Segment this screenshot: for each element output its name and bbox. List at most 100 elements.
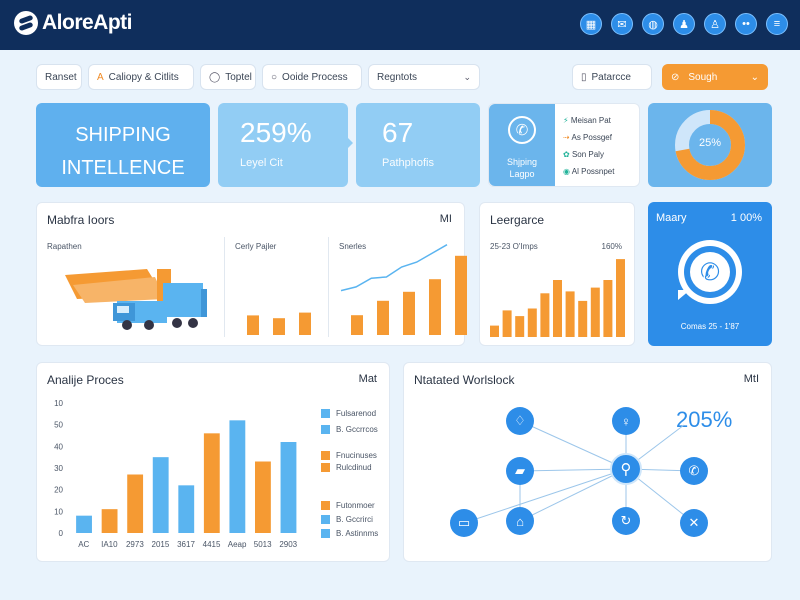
gear-icon: ✿ [563,150,570,159]
legend-item: Futonmoer [321,501,375,510]
panel-title: Mabfra Ioors [47,213,115,227]
whatsapp-panel[interactable]: Maary 1 00% ✆ Comas 25 - 1'87 [648,202,772,346]
user-icon[interactable]: ♙ [704,13,726,35]
panel-subtitle: Snerles [339,242,367,251]
panel-subtitle: 25-23 O'Imps [490,242,538,251]
legend-swatch [321,529,330,538]
building-icon[interactable]: ⌂ [506,507,534,535]
whatsapp-icon: ✆ [678,240,742,304]
letter-a-icon: A [97,71,104,83]
bar [255,461,271,533]
legend-item: Fnucinuses [321,451,377,460]
filter-label: Ooide Process [282,71,348,83]
kpi-percent-tile[interactable]: 259% Leyel Cit [218,103,348,187]
y-tick-label: 10 [54,399,63,408]
search-icon[interactable]: ⚲ [610,453,642,485]
kpi-percent-label: Leyel Cit [240,157,283,169]
panel-unit: MI [439,213,452,225]
bar [403,291,415,335]
truck-trailer [163,283,203,317]
menu-icon[interactable]: ≡ [766,13,788,35]
filter-category[interactable]: A Caliopy & Citlits [88,64,194,90]
bar [76,515,92,533]
region-dropdown[interactable]: Regntots ⌄ [368,64,480,90]
network-diagram [463,420,695,524]
panel-title: Ntatated Worlslock [414,373,515,387]
app-title: AloreApti [42,11,133,34]
chart-icon[interactable]: ▦ [580,13,602,35]
truck-wheel [144,320,154,330]
divider [224,237,225,337]
tile-title-line1: SHIPPING [75,124,171,146]
small-bar-chart [247,312,311,335]
legend-swatch [321,463,330,472]
search-dropdown[interactable]: ⊘ Sough ⌄ [662,64,768,90]
panel-value: 1 00% [730,212,762,224]
donut-chart [675,110,745,180]
divider [328,237,329,337]
list-item-label: Son Paly [571,150,604,159]
x-tick-label: 2015 [152,540,170,549]
tip-icon[interactable]: ♢ [506,407,534,435]
bolt-icon: ⚡ [563,116,569,125]
legend-swatch [321,515,330,524]
filter-label: Patarcce [591,71,631,83]
phone-icon[interactable]: ✆ [680,457,708,485]
bar [101,509,118,533]
phone-icon: ✆ [508,116,536,144]
dots-icon[interactable]: •• [735,13,757,35]
filter-toptel[interactable]: ◯ Toptel [200,64,256,90]
y-tick-label: 40 [54,442,63,451]
chevron-down-icon: ⌄ [463,71,471,82]
kpi-count-tile[interactable]: 67 Pathphofis [356,103,480,187]
app-logo[interactable]: AloreApti [14,11,133,35]
bar [127,474,144,533]
trend-line [340,244,448,292]
list-item-label: Al Possnpet [571,167,615,176]
globe-icon[interactable]: ◍ [642,13,664,35]
x-tick-label: 2973 [126,540,144,549]
legend-label: Rulcdinud [336,463,372,472]
bar [603,280,613,337]
shipping-label-1: Shjping [506,157,538,167]
donut-tile[interactable]: 25% [648,103,772,187]
tools-icon[interactable]: ✕ [680,509,708,537]
bar [273,318,285,335]
list-item-label: Meisan Pat [570,116,611,125]
analysis-panel: Analije Proces Mat 0 10 20 30 40 50 10 AC IA10 2… [36,362,390,562]
shipping-summary-card[interactable]: ✆ Shjping Lagpo ⚡ Meisan Pat ⇢ As Possge… [488,103,640,187]
bar [351,315,363,335]
filter-ranset[interactable]: Ranset [36,64,82,90]
search-label: Sough [688,71,718,83]
refresh-icon[interactable]: ↻ [612,507,640,535]
display-icon[interactable]: ▭ [450,509,478,537]
chat-icon[interactable]: ✉ [611,13,633,35]
panel-footer: Comas 25 - 1'87 [680,322,740,331]
x-tick-label: IA10 [101,540,118,549]
bulb-icon[interactable]: ♀ [612,407,640,435]
bar [540,293,550,337]
truck-icon[interactable]: ▰ [506,457,534,485]
bar [229,420,246,533]
bar [429,279,441,335]
filter-label: Toptel [225,71,252,83]
legend-item: Rulcdinud [321,463,372,472]
list-item: ✿ Son Paly [563,146,614,163]
x-tick-label: 4415 [203,540,221,549]
network-edges [463,420,695,524]
filter-label: Caliopy & Citlits [108,71,179,83]
filter-process[interactable]: ○ Ooide Process [262,64,362,90]
shipping-title-tile: SHIPPING INTELLENCE [36,103,210,187]
list-item: ◉ Al Possnpet [563,163,614,180]
y-tick-label: 10 [54,507,63,516]
panel-title: Analije Proces [47,373,124,387]
legend-label: Fnucinuses [336,451,377,460]
filter-patarcce[interactable]: ▯ Patarcce [572,64,652,90]
list-item-label: As Possgef [571,133,612,142]
tile-title-line2: INTELLENCE [61,157,185,179]
panel-unit: MtI [743,373,759,385]
x-tick-label: 3617 [177,540,195,549]
ring-icon: ◯ [209,71,221,83]
user-icon[interactable]: ♟ [673,13,695,35]
truck-illustration [65,244,467,335]
